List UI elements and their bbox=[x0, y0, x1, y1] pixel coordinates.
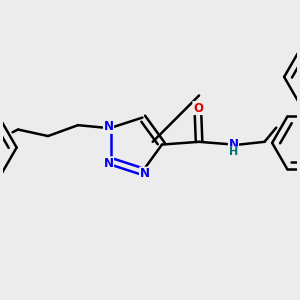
Text: H: H bbox=[229, 147, 238, 157]
Text: N: N bbox=[228, 137, 239, 151]
Text: N: N bbox=[103, 157, 113, 170]
Text: N: N bbox=[103, 120, 113, 133]
Text: O: O bbox=[193, 101, 203, 115]
Text: N: N bbox=[140, 167, 150, 180]
